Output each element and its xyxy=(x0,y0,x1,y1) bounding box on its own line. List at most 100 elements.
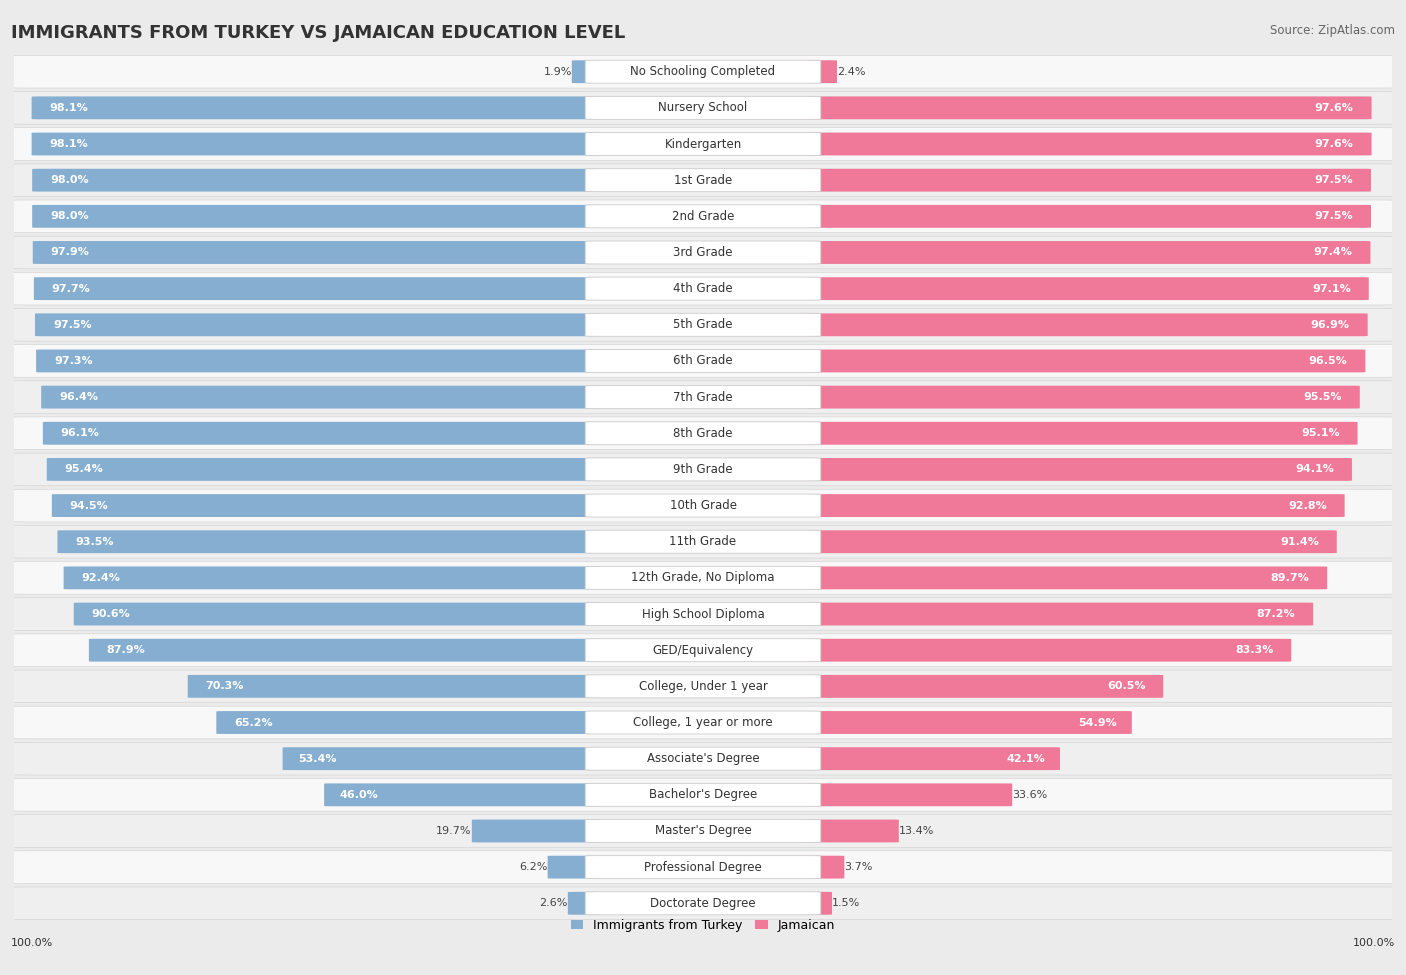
Text: 95.1%: 95.1% xyxy=(1301,428,1340,439)
FancyBboxPatch shape xyxy=(585,747,821,770)
FancyBboxPatch shape xyxy=(585,639,821,662)
FancyBboxPatch shape xyxy=(89,639,599,662)
Text: 97.5%: 97.5% xyxy=(1315,176,1353,185)
FancyBboxPatch shape xyxy=(585,349,821,372)
Text: 1st Grade: 1st Grade xyxy=(673,174,733,186)
Text: Kindergarten: Kindergarten xyxy=(665,137,741,150)
Text: 100.0%: 100.0% xyxy=(1353,938,1395,948)
FancyBboxPatch shape xyxy=(11,272,1395,305)
Text: 33.6%: 33.6% xyxy=(1012,790,1047,799)
Text: 96.4%: 96.4% xyxy=(59,392,98,402)
Text: No Schooling Completed: No Schooling Completed xyxy=(630,65,776,78)
FancyBboxPatch shape xyxy=(11,815,1395,847)
Text: 97.6%: 97.6% xyxy=(1315,102,1354,113)
Text: 2nd Grade: 2nd Grade xyxy=(672,210,734,223)
Text: 3rd Grade: 3rd Grade xyxy=(673,246,733,259)
Text: Source: ZipAtlas.com: Source: ZipAtlas.com xyxy=(1270,24,1395,37)
FancyBboxPatch shape xyxy=(11,453,1395,486)
FancyBboxPatch shape xyxy=(73,603,599,626)
Text: College, 1 year or more: College, 1 year or more xyxy=(633,716,773,729)
Text: 6.2%: 6.2% xyxy=(519,862,547,873)
FancyBboxPatch shape xyxy=(547,856,599,878)
FancyBboxPatch shape xyxy=(807,783,1012,806)
FancyBboxPatch shape xyxy=(585,241,821,264)
Text: College, Under 1 year: College, Under 1 year xyxy=(638,680,768,693)
FancyBboxPatch shape xyxy=(11,489,1395,522)
FancyBboxPatch shape xyxy=(807,603,1313,626)
Text: 54.9%: 54.9% xyxy=(1078,718,1116,727)
FancyBboxPatch shape xyxy=(585,603,821,626)
FancyBboxPatch shape xyxy=(283,747,599,770)
Text: 83.3%: 83.3% xyxy=(1234,645,1274,655)
FancyBboxPatch shape xyxy=(585,60,821,83)
Text: IMMIGRANTS FROM TURKEY VS JAMAICAN EDUCATION LEVEL: IMMIGRANTS FROM TURKEY VS JAMAICAN EDUCA… xyxy=(11,24,626,42)
FancyBboxPatch shape xyxy=(472,820,599,842)
Text: 97.5%: 97.5% xyxy=(53,320,91,330)
Text: Bachelor's Degree: Bachelor's Degree xyxy=(650,789,756,801)
FancyBboxPatch shape xyxy=(807,97,1372,119)
FancyBboxPatch shape xyxy=(585,313,821,336)
FancyBboxPatch shape xyxy=(807,60,837,83)
Text: 98.0%: 98.0% xyxy=(51,176,89,185)
Text: 90.6%: 90.6% xyxy=(91,609,131,619)
FancyBboxPatch shape xyxy=(585,856,821,878)
Text: 87.9%: 87.9% xyxy=(107,645,146,655)
FancyBboxPatch shape xyxy=(11,128,1395,160)
FancyBboxPatch shape xyxy=(11,778,1395,811)
Text: 97.4%: 97.4% xyxy=(1313,248,1353,257)
FancyBboxPatch shape xyxy=(807,711,1132,734)
FancyBboxPatch shape xyxy=(11,562,1395,594)
FancyBboxPatch shape xyxy=(46,458,599,481)
FancyBboxPatch shape xyxy=(11,236,1395,269)
Text: 1.5%: 1.5% xyxy=(832,898,860,909)
FancyBboxPatch shape xyxy=(807,205,1371,228)
FancyBboxPatch shape xyxy=(572,60,599,83)
Text: Master's Degree: Master's Degree xyxy=(655,825,751,838)
Text: 97.3%: 97.3% xyxy=(53,356,93,366)
Text: 9th Grade: 9th Grade xyxy=(673,463,733,476)
FancyBboxPatch shape xyxy=(585,566,821,590)
Text: 10th Grade: 10th Grade xyxy=(669,499,737,512)
FancyBboxPatch shape xyxy=(585,97,821,119)
FancyBboxPatch shape xyxy=(11,526,1395,558)
Text: 53.4%: 53.4% xyxy=(298,754,336,763)
Text: 98.0%: 98.0% xyxy=(51,212,89,221)
FancyBboxPatch shape xyxy=(807,639,1291,662)
FancyBboxPatch shape xyxy=(32,169,599,192)
FancyBboxPatch shape xyxy=(34,277,599,300)
Text: 7th Grade: 7th Grade xyxy=(673,391,733,404)
FancyBboxPatch shape xyxy=(585,133,821,156)
FancyBboxPatch shape xyxy=(585,277,821,300)
FancyBboxPatch shape xyxy=(585,675,821,698)
FancyBboxPatch shape xyxy=(807,675,1163,698)
Text: 12th Grade, No Diploma: 12th Grade, No Diploma xyxy=(631,571,775,584)
Text: Professional Degree: Professional Degree xyxy=(644,861,762,874)
FancyBboxPatch shape xyxy=(585,530,821,553)
Text: 65.2%: 65.2% xyxy=(235,718,273,727)
FancyBboxPatch shape xyxy=(37,349,599,372)
Legend: Immigrants from Turkey, Jamaican: Immigrants from Turkey, Jamaican xyxy=(565,914,841,937)
Text: 97.1%: 97.1% xyxy=(1312,284,1351,293)
Text: 19.7%: 19.7% xyxy=(436,826,472,836)
FancyBboxPatch shape xyxy=(63,566,599,589)
FancyBboxPatch shape xyxy=(11,56,1395,88)
FancyBboxPatch shape xyxy=(807,422,1358,445)
Text: 100.0%: 100.0% xyxy=(11,938,53,948)
Text: 8th Grade: 8th Grade xyxy=(673,427,733,440)
FancyBboxPatch shape xyxy=(11,344,1395,377)
FancyBboxPatch shape xyxy=(807,747,1060,770)
FancyBboxPatch shape xyxy=(807,277,1369,300)
FancyBboxPatch shape xyxy=(32,241,599,264)
Text: 93.5%: 93.5% xyxy=(76,536,114,547)
FancyBboxPatch shape xyxy=(807,566,1327,589)
Text: 97.6%: 97.6% xyxy=(1315,139,1354,149)
FancyBboxPatch shape xyxy=(807,820,898,842)
FancyBboxPatch shape xyxy=(807,169,1371,192)
FancyBboxPatch shape xyxy=(11,598,1395,631)
Text: 96.9%: 96.9% xyxy=(1310,320,1350,330)
FancyBboxPatch shape xyxy=(58,530,599,553)
FancyBboxPatch shape xyxy=(11,887,1395,919)
Text: Nursery School: Nursery School xyxy=(658,101,748,114)
Text: 92.4%: 92.4% xyxy=(82,573,121,583)
FancyBboxPatch shape xyxy=(35,313,599,336)
